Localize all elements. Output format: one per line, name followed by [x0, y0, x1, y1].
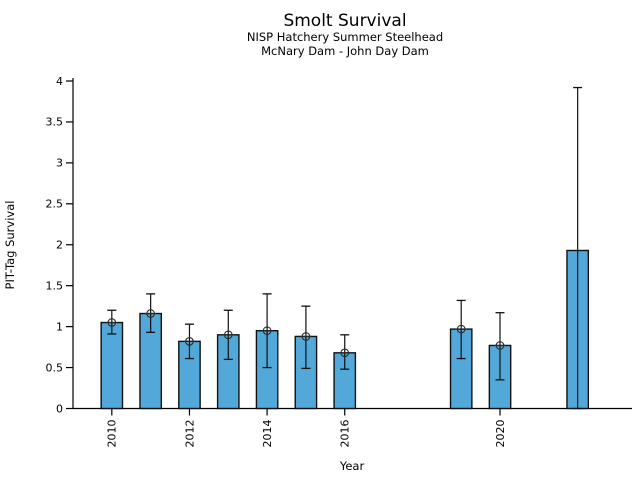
x-tick-label: 2014 — [261, 420, 274, 448]
y-tick-label: 2.5 — [46, 198, 64, 211]
y-tick-label: 3 — [56, 157, 63, 170]
x-tick-label: 2010 — [106, 420, 119, 448]
y-tick-label: 3.5 — [46, 116, 64, 129]
y-tick-label: 2 — [56, 239, 63, 252]
x-tick-label: 2020 — [494, 420, 507, 448]
y-tick-label: 0.5 — [46, 361, 64, 374]
y-tick-label: 1 — [56, 320, 63, 333]
y-tick-label: 4 — [56, 75, 63, 88]
x-tick-label: 2016 — [339, 420, 352, 448]
x-tick-label: 2012 — [183, 420, 196, 448]
y-tick-label: 0 — [56, 402, 63, 415]
y-tick-label: 1.5 — [46, 279, 64, 292]
x-axis-label: Year — [339, 459, 365, 473]
bar — [100, 321, 124, 410]
